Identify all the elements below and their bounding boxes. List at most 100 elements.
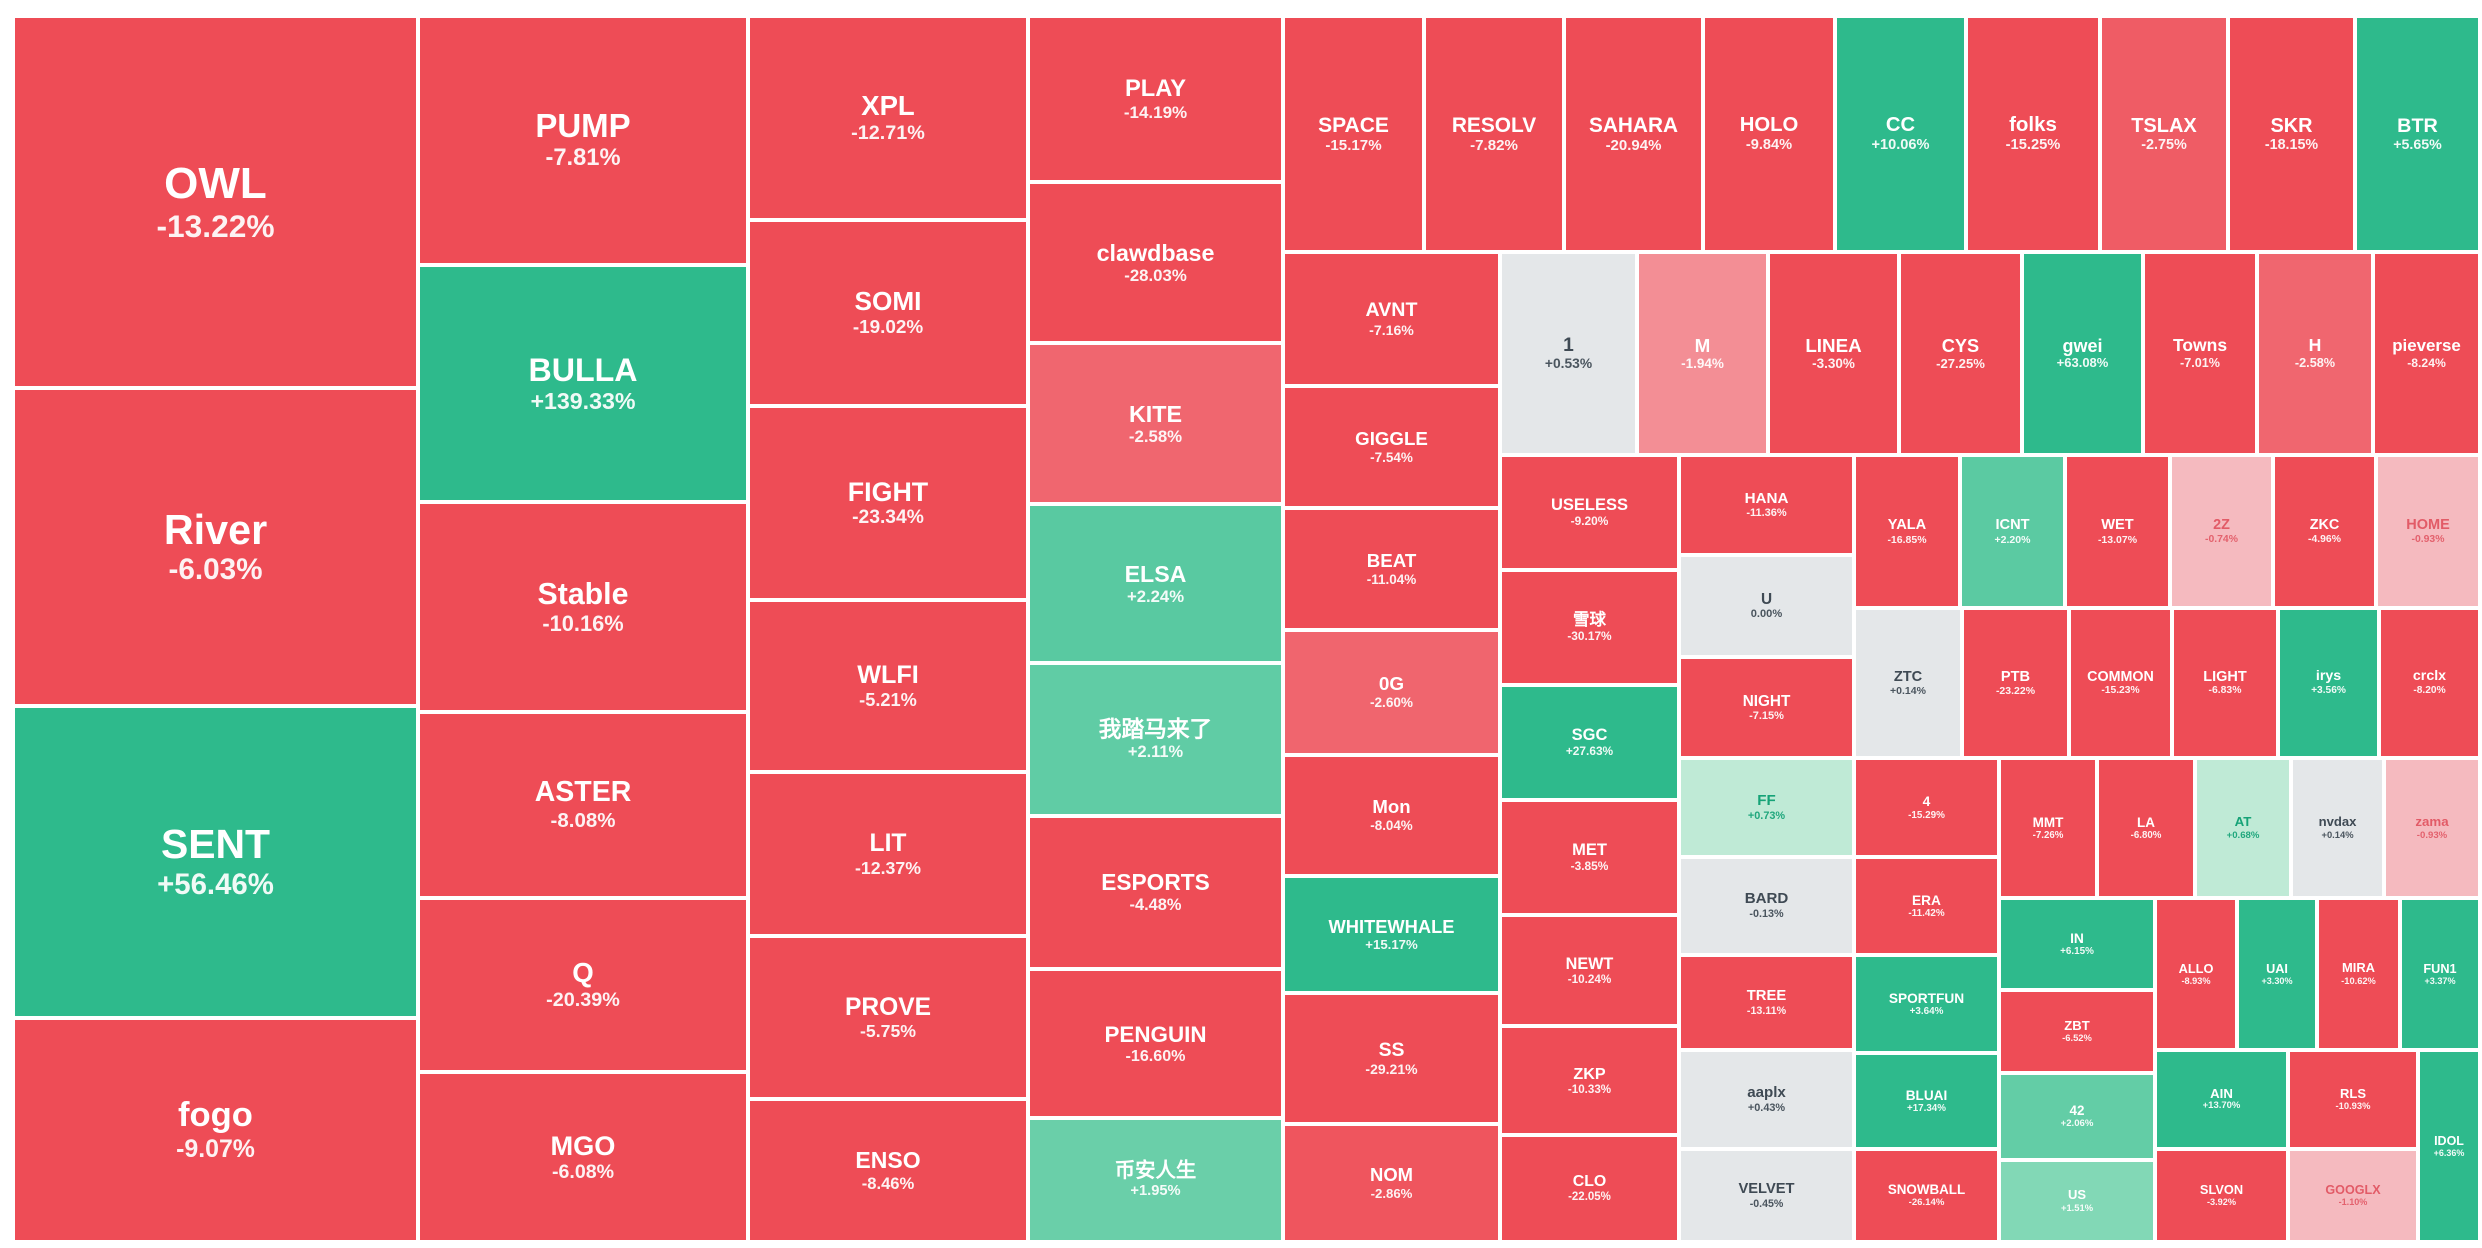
tile-ESPORTS[interactable]: ESPORTS -4.48% xyxy=(1028,816,1283,969)
tile-AT[interactable]: AT +0.68% xyxy=(2195,758,2291,898)
tile-SENT[interactable]: SENT +56.46% xyxy=(13,706,418,1018)
tile-NIGHT[interactable]: NIGHT -7.15% xyxy=(1679,657,1854,758)
tile-AVNT[interactable]: AVNT -7.16% xyxy=(1283,252,1500,386)
tile-0G[interactable]: 0G -2.60% xyxy=(1283,630,1500,755)
tile-MET[interactable]: MET -3.85% xyxy=(1500,800,1679,915)
tile-WET[interactable]: WET -13.07% xyxy=(2065,455,2170,608)
tile-KITE[interactable]: KITE -2.58% xyxy=(1028,343,1283,504)
tile-我踏马来了[interactable]: 我踏马来了 +2.11% xyxy=(1028,663,1283,816)
tile-MMT[interactable]: MMT -7.26% xyxy=(1999,758,2097,898)
tile-U[interactable]: U 0.00% xyxy=(1679,555,1854,657)
tile-PROVE[interactable]: PROVE -5.75% xyxy=(748,936,1028,1099)
tile-SPACE[interactable]: SPACE -15.17% xyxy=(1283,16,1424,252)
tile-fogo[interactable]: fogo -9.07% xyxy=(13,1018,418,1242)
tile-NOM[interactable]: NOM -2.86% xyxy=(1283,1124,1500,1242)
tile-ZKC[interactable]: ZKC -4.96% xyxy=(2273,455,2376,608)
tile-IN[interactable]: IN +6.15% xyxy=(1999,898,2155,990)
tile-CYS[interactable]: CYS -27.25% xyxy=(1899,252,2022,455)
tile-PUMP[interactable]: PUMP -7.81% xyxy=(418,16,748,265)
tile-AIN[interactable]: AIN +13.70% xyxy=(2155,1050,2288,1149)
tile-BTR[interactable]: BTR +5.65% xyxy=(2355,16,2480,252)
tile-GOOGLX[interactable]: GOOGLX -1.10% xyxy=(2288,1149,2418,1242)
tile-ERA[interactable]: ERA -11.42% xyxy=(1854,857,1999,955)
tile-FUN1[interactable]: FUN1 +3.37% xyxy=(2400,898,2480,1050)
tile-HANA[interactable]: HANA -11.36% xyxy=(1679,455,1854,555)
tile-clawdbase[interactable]: clawdbase -28.03% xyxy=(1028,182,1283,343)
tile-CLO[interactable]: CLO -22.05% xyxy=(1500,1135,1679,1242)
tile-LIT[interactable]: LIT -12.37% xyxy=(748,772,1028,936)
tile-ZBT[interactable]: ZBT -6.52% xyxy=(1999,990,2155,1073)
tile-CC[interactable]: CC +10.06% xyxy=(1835,16,1966,252)
tile-PTB[interactable]: PTB -23.22% xyxy=(1962,608,2069,758)
tile-BEAT[interactable]: BEAT -11.04% xyxy=(1283,508,1500,630)
tile-HOME[interactable]: HOME -0.93% xyxy=(2376,455,2480,608)
tile-SGC[interactable]: SGC +27.63% xyxy=(1500,685,1679,800)
tile-gwei[interactable]: gwei +63.08% xyxy=(2022,252,2143,455)
tile-XPL[interactable]: XPL -12.71% xyxy=(748,16,1028,220)
tile-TREE[interactable]: TREE -13.11% xyxy=(1679,955,1854,1050)
tile-BLUAI[interactable]: BLUAI +17.34% xyxy=(1854,1053,1999,1149)
tile-2Z[interactable]: 2Z -0.74% xyxy=(2170,455,2273,608)
tile-SS[interactable]: SS -29.21% xyxy=(1283,993,1500,1124)
tile-TSLAX[interactable]: TSLAX -2.75% xyxy=(2100,16,2228,252)
tile-LIGHT[interactable]: LIGHT -6.83% xyxy=(2172,608,2278,758)
tile-RLS[interactable]: RLS -10.93% xyxy=(2288,1050,2418,1149)
tile-ELSA[interactable]: ELSA +2.24% xyxy=(1028,504,1283,663)
tile-Mon[interactable]: Mon -8.04% xyxy=(1283,755,1500,876)
tile-OWL[interactable]: OWL -13.22% xyxy=(13,16,418,388)
tile-SOMI[interactable]: SOMI -19.02% xyxy=(748,220,1028,406)
tile-nvdax[interactable]: nvdax +0.14% xyxy=(2291,758,2384,898)
tile-ZKP[interactable]: ZKP -10.33% xyxy=(1500,1026,1679,1135)
tile-aaplx[interactable]: aaplx +0.43% xyxy=(1679,1050,1854,1149)
tile-SLVON[interactable]: SLVON -3.92% xyxy=(2155,1149,2288,1242)
tile-ALLO[interactable]: ALLO -8.93% xyxy=(2155,898,2237,1050)
tile-WHITEWHALE[interactable]: WHITEWHALE +15.17% xyxy=(1283,876,1500,993)
tile-NEWT[interactable]: NEWT -10.24% xyxy=(1500,915,1679,1026)
tile-pieverse[interactable]: pieverse -8.24% xyxy=(2373,252,2480,455)
tile-MIRA[interactable]: MIRA -10.62% xyxy=(2317,898,2400,1050)
tile-WLFI[interactable]: WLFI -5.21% xyxy=(748,600,1028,772)
tile-zama[interactable]: zama -0.93% xyxy=(2384,758,2480,898)
tile-SNOWBALL[interactable]: SNOWBALL -26.14% xyxy=(1854,1149,1999,1242)
tile-SAHARA[interactable]: SAHARA -20.94% xyxy=(1564,16,1703,252)
tile-1[interactable]: 1 +0.53% xyxy=(1500,252,1637,455)
tile-GIGGLE[interactable]: GIGGLE -7.54% xyxy=(1283,386,1500,508)
tile-4[interactable]: 4 -15.29% xyxy=(1854,758,1999,857)
tile-COMMON[interactable]: COMMON -15.23% xyxy=(2069,608,2172,758)
tile-US[interactable]: US +1.51% xyxy=(1999,1160,2155,1242)
tile-ASTER[interactable]: ASTER -8.08% xyxy=(418,712,748,898)
tile-Towns[interactable]: Towns -7.01% xyxy=(2143,252,2257,455)
tile-H[interactable]: H -2.58% xyxy=(2257,252,2373,455)
tile-ZTC[interactable]: ZTC +0.14% xyxy=(1854,608,1962,758)
tile-RESOLV[interactable]: RESOLV -7.82% xyxy=(1424,16,1564,252)
tile-BULLA[interactable]: BULLA +139.33% xyxy=(418,265,748,502)
tile-PENGUIN[interactable]: PENGUIN -16.60% xyxy=(1028,969,1283,1118)
tile-BARD[interactable]: BARD -0.13% xyxy=(1679,857,1854,955)
tile-币安人生[interactable]: 币安人生 +1.95% xyxy=(1028,1118,1283,1242)
tile-UAI[interactable]: UAI +3.30% xyxy=(2237,898,2317,1050)
tile-FIGHT[interactable]: FIGHT -23.34% xyxy=(748,406,1028,600)
tile-VELVET[interactable]: VELVET -0.45% xyxy=(1679,1149,1854,1242)
tile-42[interactable]: 42 +2.06% xyxy=(1999,1073,2155,1160)
tile-MGO[interactable]: MGO -6.08% xyxy=(418,1072,748,1242)
tile-PLAY[interactable]: PLAY -14.19% xyxy=(1028,16,1283,182)
tile-LINEA[interactable]: LINEA -3.30% xyxy=(1768,252,1899,455)
tile-FF[interactable]: FF +0.73% xyxy=(1679,758,1854,857)
tile-YALA[interactable]: YALA -16.85% xyxy=(1854,455,1960,608)
tile-SPORTFUN[interactable]: SPORTFUN +3.64% xyxy=(1854,955,1999,1053)
tile-Q[interactable]: Q -20.39% xyxy=(418,898,748,1072)
tile-LA[interactable]: LA -6.80% xyxy=(2097,758,2195,898)
tile-irys[interactable]: irys +3.56% xyxy=(2278,608,2379,758)
tile-IDOL[interactable]: IDOL +6.36% xyxy=(2418,1050,2480,1242)
tile-ICNT[interactable]: ICNT +2.20% xyxy=(1960,455,2065,608)
tile-ENSO[interactable]: ENSO -8.46% xyxy=(748,1099,1028,1242)
tile-M[interactable]: M -1.94% xyxy=(1637,252,1768,455)
tile-Stable[interactable]: Stable -10.16% xyxy=(418,502,748,712)
tile-HOLO[interactable]: HOLO -9.84% xyxy=(1703,16,1835,252)
tile-雪球[interactable]: 雪球 -30.17% xyxy=(1500,570,1679,685)
tile-folks[interactable]: folks -15.25% xyxy=(1966,16,2100,252)
tile-SKR[interactable]: SKR -18.15% xyxy=(2228,16,2355,252)
tile-River[interactable]: River -6.03% xyxy=(13,388,418,706)
tile-USELESS[interactable]: USELESS -9.20% xyxy=(1500,455,1679,570)
tile-crclx[interactable]: crclx -8.20% xyxy=(2379,608,2480,758)
